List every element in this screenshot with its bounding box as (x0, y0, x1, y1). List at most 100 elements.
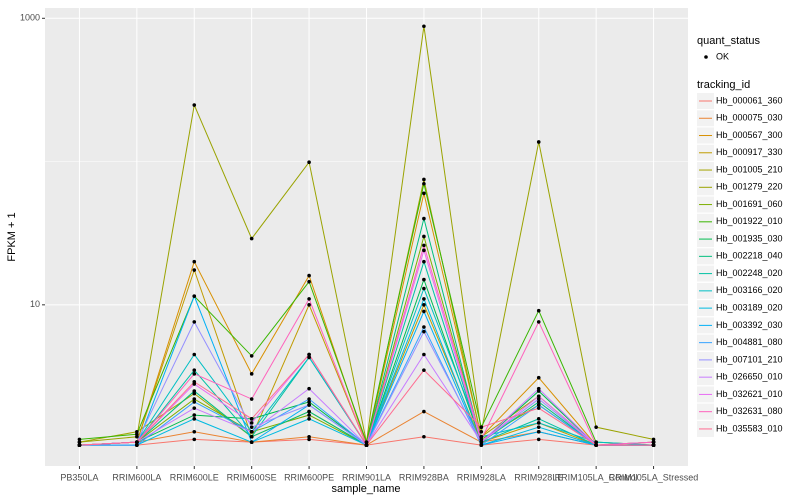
legend-label: Hb_032621_010 (716, 389, 783, 399)
data-point (536, 394, 541, 399)
data-point (536, 140, 541, 144)
data-point (479, 425, 484, 429)
data-point (307, 386, 311, 391)
data-point (192, 268, 197, 272)
data-point (307, 434, 311, 439)
data-point (479, 440, 484, 444)
data-point (192, 406, 197, 410)
data-point (135, 443, 139, 447)
data-point (192, 259, 197, 264)
data-point (422, 368, 426, 372)
data-point (594, 425, 598, 429)
data-point (364, 440, 369, 444)
data-point (422, 277, 426, 282)
data-point (536, 425, 541, 429)
legend-label: Hb_026650_010 (716, 372, 783, 382)
data-point (192, 103, 197, 107)
data-point (422, 325, 426, 329)
legend-label: Hb_003189_020 (716, 302, 783, 312)
x-tick-label: RRIM600LA (112, 472, 161, 482)
data-point (422, 434, 426, 439)
legend-label: Hb_000061_360 (716, 95, 783, 105)
y-axis-label: FPKM + 1 (6, 212, 18, 261)
data-point (192, 352, 197, 357)
data-point (77, 440, 82, 444)
data-point (594, 440, 598, 444)
legend-label: Hb_001005_210 (716, 164, 783, 174)
legend-label: Hb_035583_010 (716, 423, 783, 433)
data-point (422, 409, 426, 414)
data-point (594, 443, 598, 447)
legend-label: Hb_032631_080 (716, 406, 783, 416)
legend-title: tracking_id (697, 79, 750, 91)
data-point (192, 389, 197, 393)
data-point (479, 443, 484, 447)
legend-label: Hb_000075_030 (716, 113, 783, 123)
data-point (307, 403, 311, 407)
data-point (307, 437, 311, 442)
data-point (307, 417, 311, 421)
legend-label: Hb_001935_030 (716, 233, 783, 243)
data-point (192, 417, 197, 421)
data-point (479, 437, 484, 442)
x-tick-label: RRIM600PE (284, 472, 334, 482)
data-point (422, 177, 426, 182)
x-tick-label: PB350LA (60, 472, 98, 482)
data-point (307, 413, 311, 417)
data-point (536, 320, 541, 324)
legend-label: Hb_001279_220 (716, 182, 783, 192)
data-point (249, 417, 254, 421)
data-point (192, 397, 197, 401)
data-point (135, 440, 139, 444)
data-point (364, 443, 369, 447)
data-point (249, 425, 254, 429)
x-tick-label: RRIM928BA (399, 472, 449, 482)
data-point (536, 421, 541, 425)
data-point (422, 297, 426, 301)
y-tick-label: 10 (30, 299, 40, 309)
legend-label: Hb_002248_020 (716, 268, 783, 278)
y-tick-label: 1000 (20, 13, 40, 23)
data-point (135, 434, 139, 439)
data-point (192, 320, 197, 324)
data-point (536, 308, 541, 313)
legend-title: quant_status (697, 35, 760, 47)
data-point (536, 375, 541, 380)
data-point (422, 303, 426, 307)
data-point (249, 434, 254, 439)
x-tick-label: RRIM105LA_Control (555, 472, 638, 482)
data-point (307, 409, 311, 414)
data-point (249, 397, 254, 401)
data-point (422, 191, 426, 196)
data-point (479, 434, 484, 439)
data-point (135, 432, 139, 437)
x-tick-label: RRIM600SE (227, 472, 277, 482)
data-point (651, 440, 656, 444)
data-point (192, 413, 197, 417)
data-point (192, 429, 197, 434)
legend-label: Hb_001922_010 (716, 216, 783, 226)
legend-label: Hb_000567_300 (716, 130, 783, 140)
legend-label: Hb_000917_330 (716, 147, 783, 157)
data-point (422, 352, 426, 357)
data-point (307, 303, 311, 307)
data-point (77, 443, 82, 447)
x-tick-label: RRIM105LA_Stressed (609, 472, 699, 482)
data-point (192, 372, 197, 376)
data-point (479, 429, 484, 434)
data-point (249, 421, 254, 425)
legend-label: Hb_003166_020 (716, 285, 783, 295)
data-point (422, 24, 426, 29)
data-point (536, 429, 541, 434)
data-point (422, 309, 426, 314)
x-tick-label: RRIM928LA (457, 472, 506, 482)
data-point (422, 181, 426, 186)
data-point (192, 391, 197, 396)
data-point (536, 403, 541, 407)
data-point (249, 236, 254, 241)
data-point (307, 297, 311, 301)
data-point (307, 160, 311, 164)
data-point (536, 386, 541, 391)
data-point (307, 273, 311, 278)
